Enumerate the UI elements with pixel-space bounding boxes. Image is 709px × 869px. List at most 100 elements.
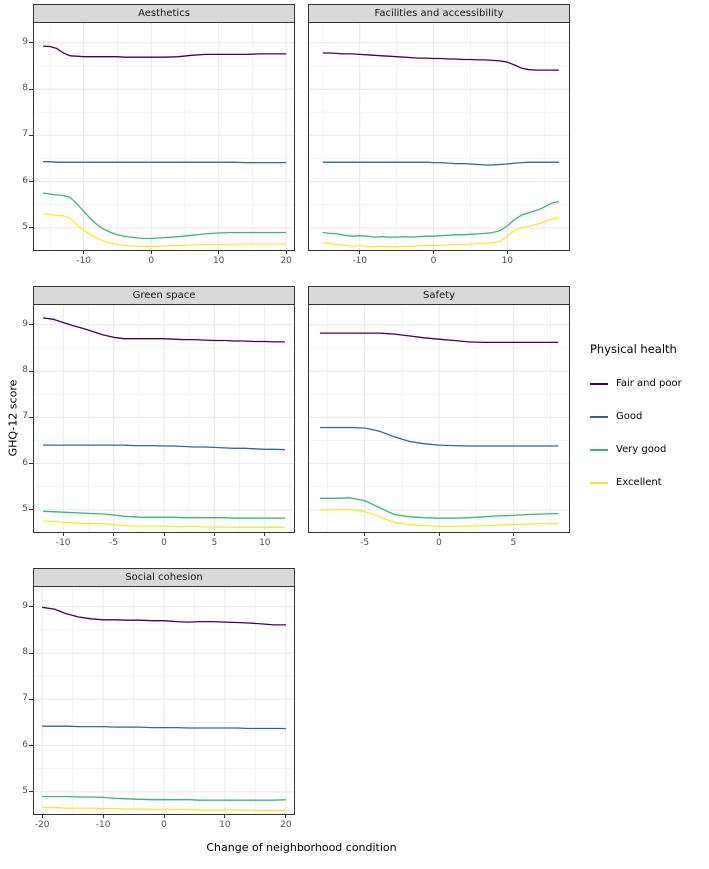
plot-area <box>308 304 570 533</box>
y-tick-label: 5 <box>22 503 28 514</box>
panel-green-space: Green space -10 -5 0 5 10 5 6 7 8 9 <box>22 286 295 549</box>
y-tick-label: 6 <box>22 175 28 186</box>
x-tick-mark <box>364 533 366 536</box>
panel-safety: Safety -5 0 5 <box>308 286 570 549</box>
y-tick-mark <box>29 134 33 136</box>
y-tick-label: 5 <box>22 785 28 796</box>
y-tick-mark <box>29 463 33 465</box>
panel-svg <box>33 586 295 815</box>
legend-item: Fair and poor <box>590 372 682 395</box>
legend-label: Fair and poor <box>616 378 682 389</box>
y-tick-label: 7 <box>22 129 28 140</box>
x-tick-mark <box>438 533 440 536</box>
x-tick-label: -10 <box>95 820 111 830</box>
legend-key-line-icon <box>590 474 608 492</box>
x-tick-label: -10 <box>352 256 368 266</box>
x-tick-mark <box>506 251 508 254</box>
panel-aesthetics: Aesthetics -10 0 10 20 5 6 7 8 9 <box>22 4 295 267</box>
y-tick-label: 7 <box>22 411 28 422</box>
legend-item: Excellent <box>590 471 682 494</box>
facet-strip: Social cohesion <box>33 568 295 586</box>
y-tick-mark <box>29 227 33 229</box>
plot-area <box>308 22 570 251</box>
x-tick-mark <box>224 815 226 818</box>
x-tick-label: 10 <box>219 820 231 830</box>
x-tick-label: 0 <box>430 256 437 266</box>
facet-strip: Green space <box>33 286 295 304</box>
panel-svg <box>33 304 295 533</box>
plot-area <box>33 22 295 251</box>
x-tick-label: -10 <box>55 538 71 548</box>
x-tick-mark <box>83 251 85 254</box>
x-tick-label: 0 <box>161 820 167 830</box>
x-tick-mark <box>264 533 266 536</box>
x-tick-mark <box>512 533 514 536</box>
x-tick-label: 10 <box>259 538 271 548</box>
facet-strip: Safety <box>308 286 570 304</box>
y-tick-mark <box>29 42 33 44</box>
y-tick-label: 9 <box>22 600 28 611</box>
x-tick-mark <box>62 533 64 536</box>
legend-label: Excellent <box>616 477 662 488</box>
x-tick-label: -20 <box>34 820 50 830</box>
y-tick-mark <box>29 652 33 654</box>
legend: Physical health Fair and poor Good Very go… <box>590 342 682 504</box>
x-tick-mark <box>41 815 43 818</box>
x-tick-mark <box>150 251 152 254</box>
legend-key-line-icon <box>590 408 608 426</box>
x-tick-mark <box>285 815 287 818</box>
y-tick-label: 9 <box>22 318 28 329</box>
y-tick-mark <box>29 509 33 511</box>
x-tick-mark <box>163 533 165 536</box>
y-tick-label: 6 <box>22 457 28 468</box>
legend-item: Good <box>590 405 682 428</box>
panel-svg <box>33 22 295 251</box>
y-tick-mark <box>29 745 33 747</box>
y-tick-mark <box>29 181 33 183</box>
x-tick-label: 0 <box>436 538 442 548</box>
x-axis-title: Change of neighborhood condition <box>206 841 397 854</box>
x-tick-mark <box>213 533 215 536</box>
legend-label: Very good <box>616 444 667 455</box>
y-tick-mark <box>29 791 33 793</box>
x-tick-label: 20 <box>280 256 292 266</box>
y-tick-label: 8 <box>22 365 28 376</box>
x-tick-label: 20 <box>280 820 292 830</box>
legend-key-line-icon <box>590 441 608 459</box>
x-tick-label: 5 <box>510 538 517 548</box>
facet-strip: Aesthetics <box>33 4 295 22</box>
y-tick-label: 6 <box>22 739 28 750</box>
panel-social-cohesion: Social cohesion -20 -10 0 10 20 5 6 7 8 9 <box>22 568 295 831</box>
x-tick-label: -5 <box>109 538 119 548</box>
x-tick-label: -10 <box>76 256 91 266</box>
x-tick-mark <box>163 815 165 818</box>
legend-item: Very good <box>590 438 682 461</box>
facet-strip: Facilities and accessibility <box>308 4 570 22</box>
plot-area <box>33 304 295 533</box>
x-tick-label: 10 <box>501 256 514 266</box>
y-tick-mark <box>29 88 33 90</box>
x-tick-mark <box>102 815 104 818</box>
y-tick-label: 7 <box>22 693 28 704</box>
x-tick-mark <box>285 251 287 254</box>
x-tick-label: 0 <box>161 538 167 548</box>
plot-area <box>33 586 295 815</box>
panel-svg <box>308 304 570 533</box>
panel-facilities-and-accessibility: Facilities and accessibility -10 0 10 <box>308 4 570 267</box>
legend-label: Good <box>616 411 643 422</box>
y-tick-label: 8 <box>22 647 28 658</box>
x-tick-label: 5 <box>211 538 218 548</box>
x-tick-mark <box>359 251 361 254</box>
y-tick-mark <box>29 370 33 372</box>
legend-title: Physical health <box>590 342 677 356</box>
panel-svg <box>308 22 570 251</box>
y-tick-label: 9 <box>22 36 28 47</box>
x-tick-label: 10 <box>212 256 225 266</box>
x-tick-mark <box>433 251 434 254</box>
x-tick-mark <box>218 251 220 254</box>
y-tick-mark <box>29 698 33 700</box>
y-tick-mark <box>29 416 33 418</box>
y-tick-mark <box>29 324 33 326</box>
y-tick-label: 8 <box>22 83 28 94</box>
